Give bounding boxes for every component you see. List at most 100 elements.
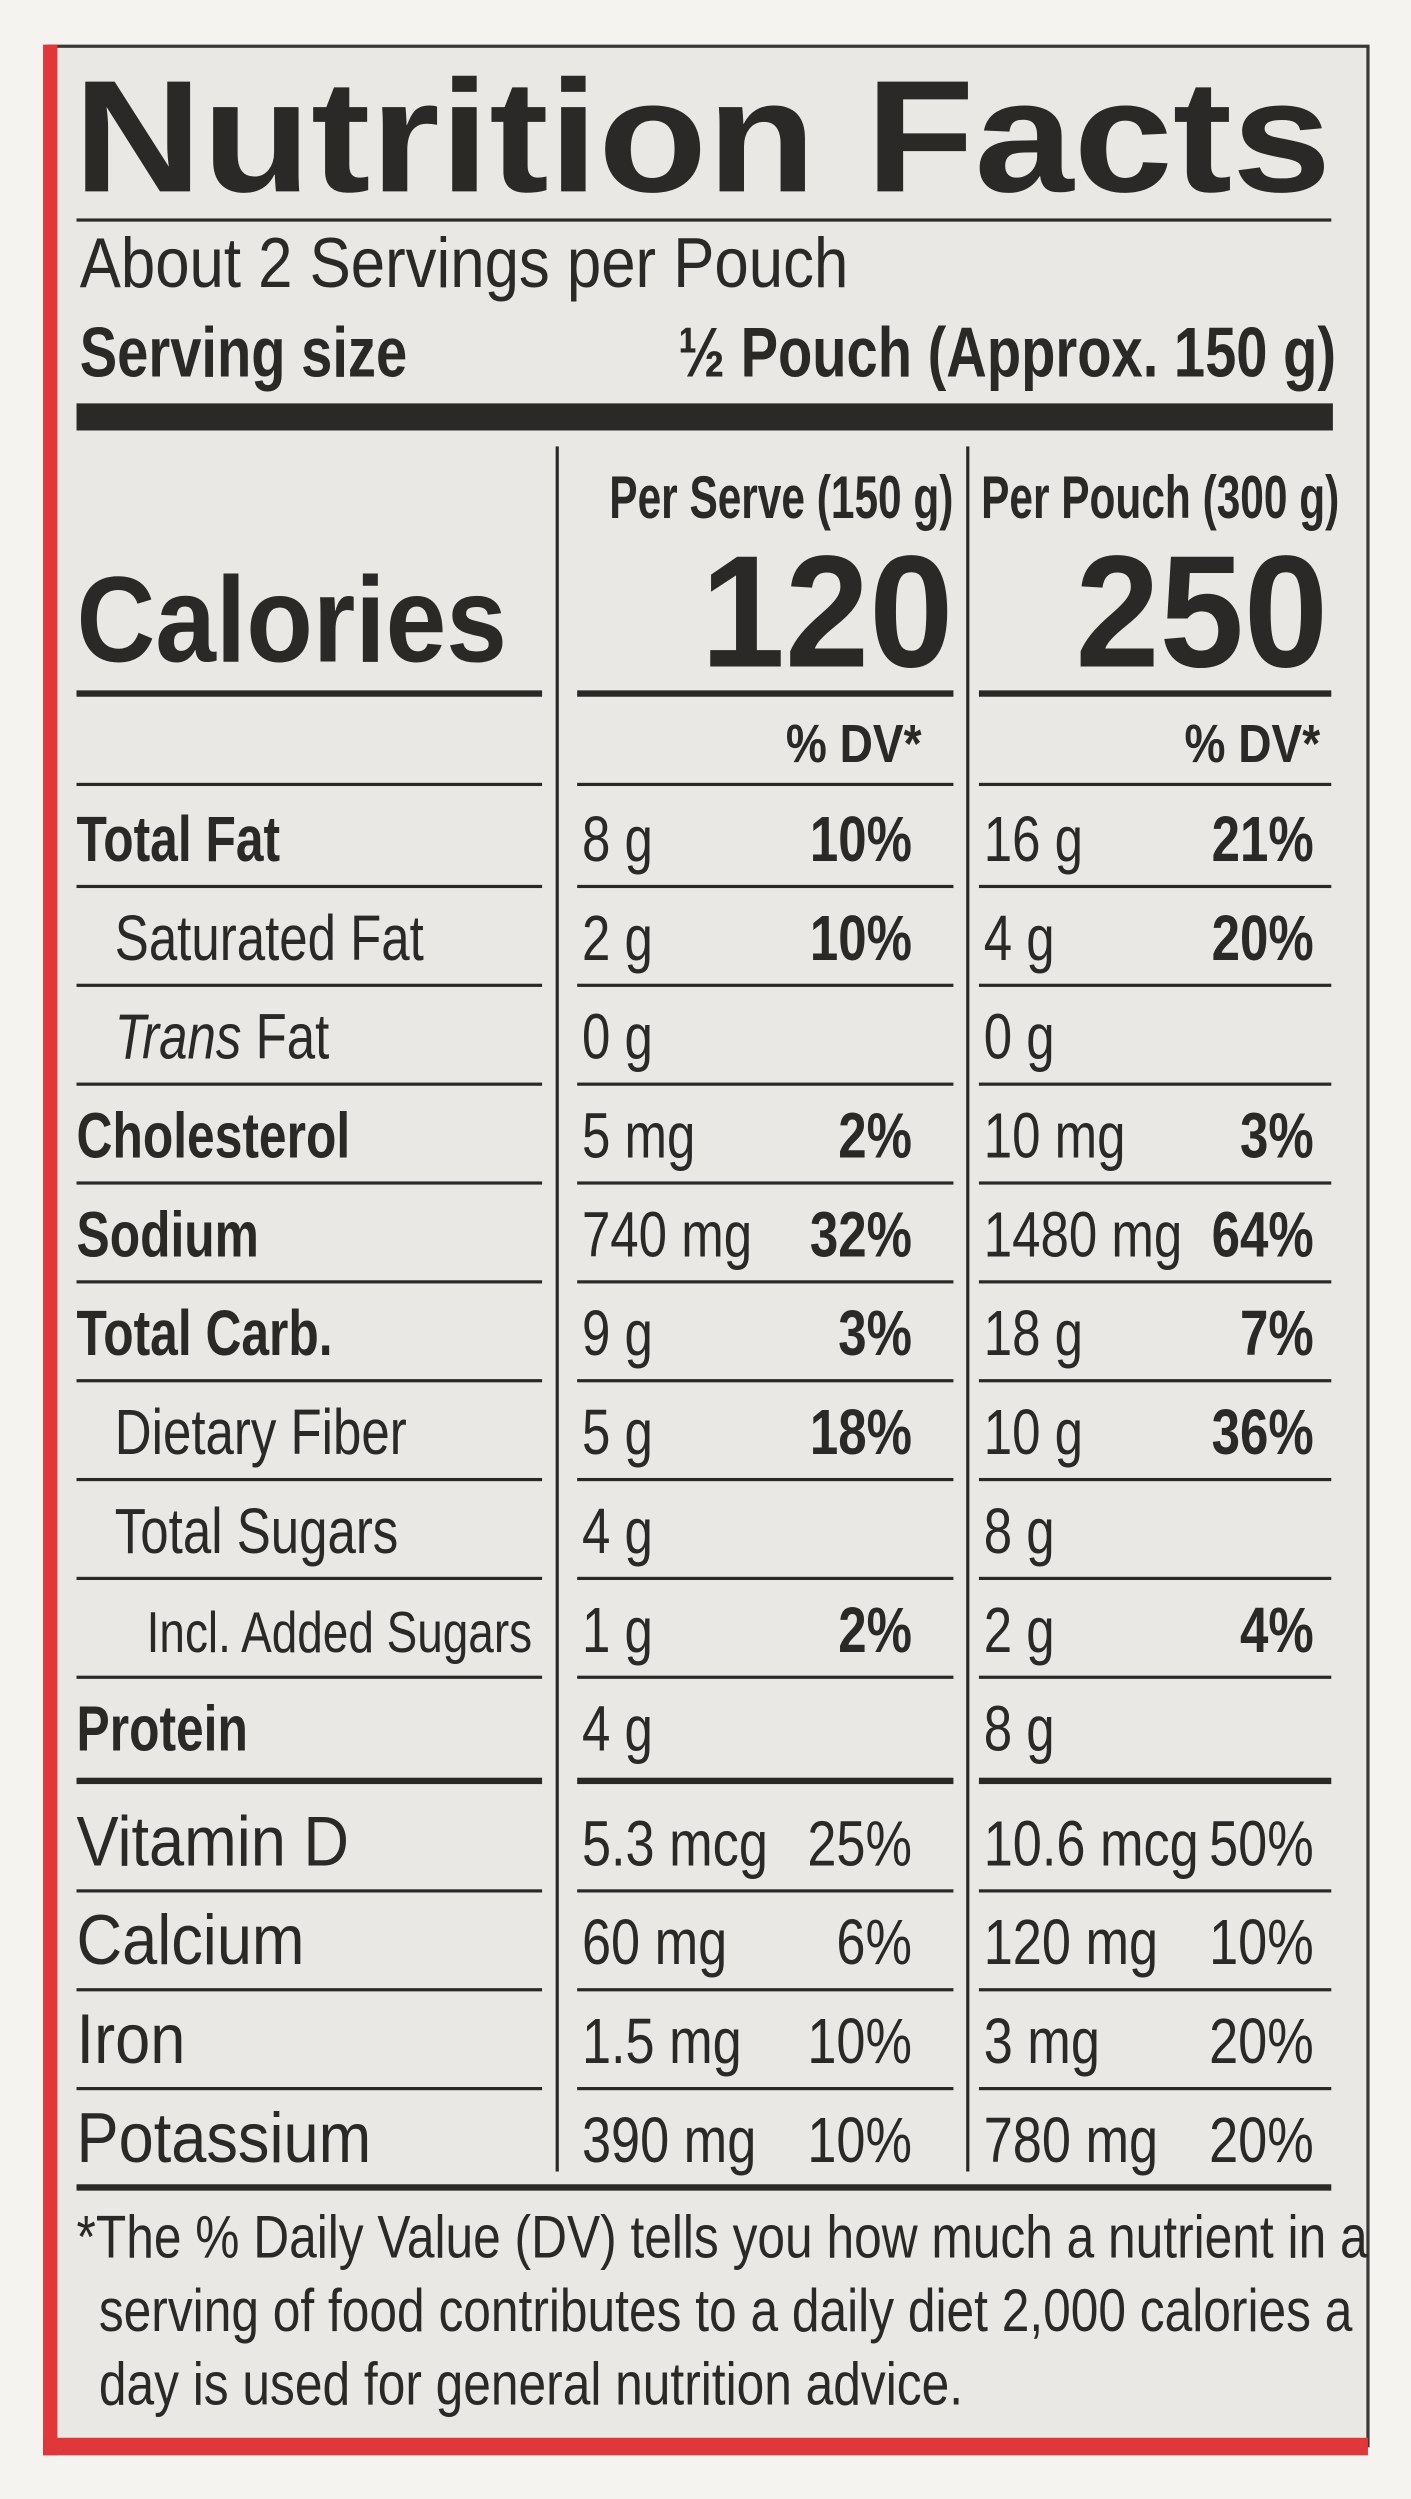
amount: 16 g [984,805,1083,876]
amount: 780 mg [984,2105,1158,2176]
amount: 4 g [984,903,1055,974]
daily-value: 10% [807,2006,912,2077]
amount: 120 mg [984,1907,1158,1978]
daily-value: 21% [1212,805,1314,876]
rule [978,1379,1332,1383]
amount: 8 g [984,1497,1055,1568]
rule [76,1181,543,1185]
rule [76,1477,543,1482]
nutrient-name: Cholesterol [77,1101,351,1172]
daily-value: 20% [1209,2006,1314,2077]
rule [978,1675,1332,1679]
rule [577,884,954,889]
nutrient-name: Total Fat [77,804,281,875]
rule [978,2087,1332,2091]
nutrient-name: Incl. Added Sugars [147,1601,532,1665]
amount: 5 mg [582,1101,695,1172]
vitamin-name: Calcium [77,1902,305,1980]
rule [978,1777,1332,1785]
calories-value: 250 [1075,522,1328,700]
rule [978,983,1332,987]
calories-label: Calories [77,553,507,688]
amount: 1480 mg [984,1200,1183,1271]
nutrient-name-part: Fat [256,1002,330,1073]
amount: 5 g [582,1398,653,1469]
servings: About 2 Servings per Pouch [80,224,849,303]
amount: 1 g [582,1595,653,1666]
rule [577,1889,954,1893]
daily-value: 20% [1212,903,1314,974]
daily-value: 64% [1212,1200,1314,1271]
nutrient-name: Protein [77,1694,248,1765]
rule [577,1576,954,1581]
daily-value: 7% [1240,1299,1314,1370]
amount: 1.5 mg [582,2006,742,2077]
column-divider [555,446,559,2172]
red-edge-bottom [43,2437,1368,2456]
rule [577,1675,954,1679]
daily-value: 25% [807,1809,912,1880]
nutrient-name: Trans Fat [115,1002,329,1073]
daily-value: 10% [810,903,912,974]
rule [76,983,543,987]
amount: 10.6 mcg [984,1809,1199,1880]
daily-value: 20% [1209,2105,1314,2176]
rule [76,690,543,697]
column-heading: Per Pouch (300 g) [981,465,1339,532]
amount: 8 g [984,1694,1055,1765]
amount: 2 g [582,903,653,974]
daily-value: 2% [838,1101,912,1172]
rule [577,1082,954,1086]
amount: 60 mg [582,1907,727,1978]
amount: 740 mg [582,1200,752,1271]
rule [978,1988,1332,1992]
amount: 390 mg [582,2105,756,2176]
thick-bar [76,403,1333,431]
daily-value: 36% [1212,1398,1314,1469]
rule [76,218,1332,222]
rule [978,782,1332,787]
rule [577,1280,954,1284]
rule [577,782,954,787]
amount: 18 g [984,1299,1083,1370]
title: Nutrition Facts [73,47,1331,225]
amount: 10 g [984,1398,1083,1469]
nutrient-name: Sodium [77,1199,259,1270]
amount: 0 g [984,1002,1055,1073]
amount: 2 g [984,1595,1055,1666]
calories-value: 120 [701,522,954,700]
nutrient-name: Total Carb. [77,1298,333,1369]
amount: 8 g [582,805,653,876]
vitamin-name: Potassium [77,2100,372,2178]
serving-size-label: Serving size [80,313,407,391]
serving-size-value: ½ Pouch (Approx. 150 g) [678,313,1336,391]
rule [978,1889,1332,1893]
daily-value: 18% [810,1398,912,1469]
amount: 5.3 mcg [582,1809,768,1880]
rule [577,1777,954,1785]
daily-value: 3% [1240,1101,1314,1172]
rule [978,1576,1332,1581]
rule [577,983,954,987]
vitamin-name: Iron [77,2001,186,2079]
rule [76,884,543,889]
rule [76,1280,543,1284]
daily-value: 10% [1209,1907,1314,1978]
rule [577,1988,954,1992]
rule [577,2087,954,2091]
dv-heading: % DV* [1184,713,1320,774]
rule [76,1889,543,1893]
label-panel [46,44,1370,2448]
rule [978,884,1332,889]
footnote-line: day is used for general nutrition advice… [99,2350,963,2418]
amount: 9 g [582,1299,653,1370]
rule [978,1477,1332,1482]
dv-heading: % DV* [786,713,922,774]
daily-value: 50% [1209,1809,1314,1880]
rule [76,1988,543,1992]
rule [76,1082,543,1086]
daily-value: 32% [810,1200,912,1271]
